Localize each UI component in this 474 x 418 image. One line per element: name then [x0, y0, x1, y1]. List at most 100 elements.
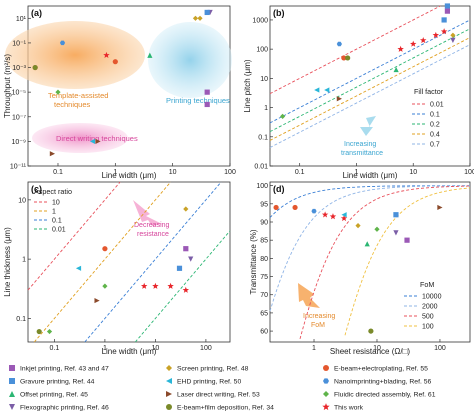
panel-d-arrow [298, 283, 320, 308]
legend-marker [9, 378, 15, 384]
data-point [152, 282, 159, 289]
data-point [364, 241, 370, 247]
data-point [182, 286, 190, 293]
y-tick-label: 95 [260, 201, 268, 208]
data-point [188, 256, 194, 262]
y-tick-label: 60 [260, 329, 268, 336]
x-tick-label: 1 [103, 345, 107, 352]
data-point [147, 52, 153, 58]
legend-marker [323, 391, 329, 397]
panel-c-annotation-2: resistance [137, 231, 169, 238]
fill-factor-legend-label: 0.4 [430, 132, 440, 139]
data-point [393, 66, 399, 73]
direct-writing-label: Direct writing techniques [56, 134, 138, 143]
data-point [89, 138, 96, 144]
legend-label: EHD printing, Ref. 50 [177, 379, 241, 386]
data-point [292, 204, 298, 211]
legend-marker [322, 403, 330, 411]
data-point [444, 3, 451, 9]
data-point [368, 328, 374, 334]
data-point [393, 212, 399, 218]
fom-curve [299, 185, 470, 340]
x-tick-label: 100 [224, 169, 236, 176]
legend-label: This work [334, 405, 364, 412]
panel-a-xlabel: Line width (μm) [102, 171, 157, 180]
data-point [324, 87, 330, 93]
legend-marker [166, 404, 172, 410]
fom-curve [269, 185, 470, 218]
data-point [355, 223, 361, 229]
data-point [279, 113, 286, 119]
data-point [197, 15, 203, 21]
legend-label: Gravure printing, Ref. 44 [20, 379, 95, 386]
legend-marker [9, 365, 15, 371]
legend-marker [166, 391, 172, 397]
data-point [321, 211, 329, 218]
data-point [103, 51, 110, 58]
data-point [140, 282, 148, 289]
y-tick-label: 90 [260, 220, 268, 227]
legend-marker [9, 391, 15, 397]
panel-d-frame [269, 181, 471, 343]
panel-c-annotation-1: Decreasing [134, 222, 170, 229]
template-assisted-label-2: techniques [54, 100, 91, 109]
data-point [440, 28, 448, 35]
fill-factor-line [269, 44, 471, 148]
data-point [204, 101, 210, 108]
data-point [404, 237, 410, 243]
fill-factor-line [269, 37, 471, 141]
fill-factor-legend-label: 0.7 [430, 142, 440, 149]
panel-a-ylabel: Throughput (m²/s) [3, 54, 12, 118]
aspect-ratio-line [33, 181, 171, 343]
x-tick-label: 1 [312, 345, 316, 352]
data-point [204, 89, 210, 95]
data-point [311, 208, 317, 214]
y-tick-label: 1 [264, 105, 268, 112]
x-tick-label: 10 [169, 169, 177, 176]
y-tick-label: 0.1 [258, 134, 268, 141]
panel-b-annotation-2: transmittance [341, 150, 383, 157]
data-point [450, 32, 456, 38]
data-point [95, 138, 101, 144]
legend-label: Flexographic printing, Ref. 46 [20, 405, 109, 412]
data-point [36, 328, 42, 335]
data-point [46, 328, 53, 335]
data-point [102, 246, 108, 252]
y-tick-label: 100 [256, 47, 268, 54]
panel-b-letter: (b) [273, 8, 285, 18]
x-tick-label: 1 [113, 169, 117, 176]
aspect-ratio-line [27, 181, 121, 291]
y-tick-label: 75 [260, 274, 268, 281]
panel-a-letter: (a) [31, 8, 42, 18]
data-point [329, 213, 337, 220]
data-point [340, 214, 348, 222]
legend-marker [9, 404, 15, 410]
data-point [49, 151, 56, 157]
fom-curve [344, 187, 471, 336]
y-tick-label: 70 [260, 292, 268, 299]
y-tick-label: 1000 [252, 17, 268, 24]
y-tick-label: 80 [260, 256, 268, 263]
x-tick-label: 10 [373, 345, 381, 352]
printing-region [148, 22, 232, 98]
y-tick-label: 1 [22, 257, 26, 264]
data-point [336, 41, 342, 47]
y-tick-label: 10⁻⁷ [12, 114, 26, 121]
legend-label: E-beam+film deposition, Ref. 34 [177, 405, 274, 412]
y-tick-label: 65 [260, 310, 268, 317]
legend-marker [166, 365, 172, 371]
panel-b-annotation-1: Increasing [344, 141, 376, 148]
panel-b-ylabel: Line pitch (μm) [243, 59, 252, 112]
fill-factor-legend-label: 0.01 [430, 102, 444, 109]
data-point [167, 282, 174, 289]
direct-writing-region [32, 123, 128, 153]
axis-ticks-layer: 0.1 1 10 100 10¹ 10⁻¹ 10⁻³ 10⁻⁵ 10⁻⁷ 10⁻⁹ 10⁻¹¹ 0.1… [10, 16, 474, 352]
legend-marker [166, 378, 172, 384]
data-point [314, 87, 320, 93]
y-tick-label: 10 [18, 197, 26, 204]
aspect-ratio-line [84, 181, 222, 343]
panel-c-ylabel: Line thickness (μm) [3, 227, 12, 297]
panel-b-arrow [360, 116, 376, 136]
y-tick-label: 0.01 [254, 164, 268, 171]
